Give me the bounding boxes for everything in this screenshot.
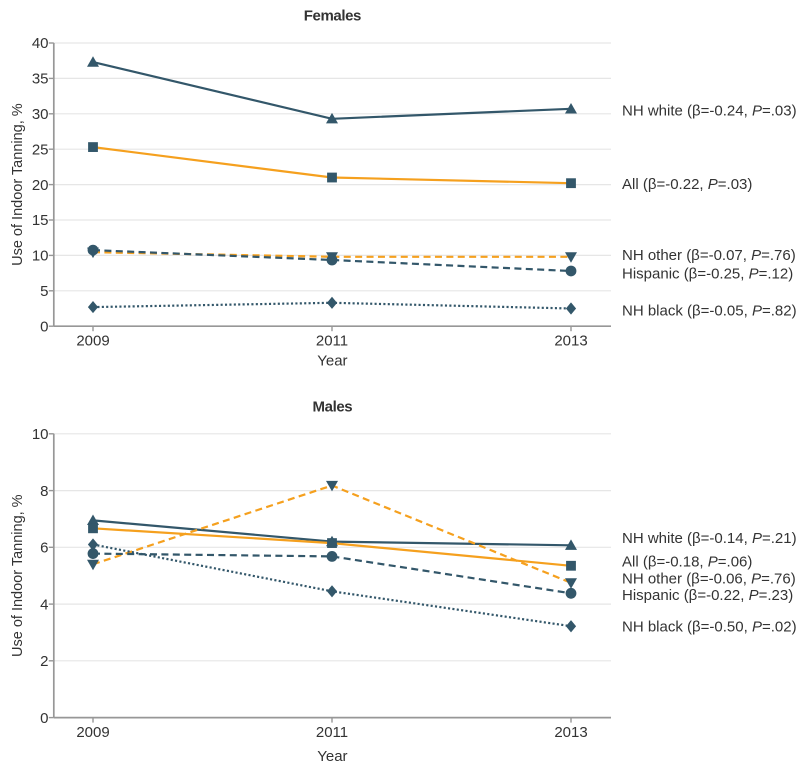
svg-text:Males: Males: [313, 399, 353, 416]
svg-text:30: 30: [32, 106, 49, 123]
svg-text:2013: 2013: [554, 724, 587, 741]
svg-text:2009: 2009: [76, 333, 109, 350]
svg-text:0: 0: [40, 710, 48, 727]
svg-text:25: 25: [32, 141, 49, 158]
svg-text:NH other (β=-0.06, P=.76): NH other (β=-0.06, P=.76): [622, 571, 796, 588]
svg-text:Use of Indoor Tanning, %: Use of Indoor Tanning, %: [10, 103, 26, 266]
svg-text:NH white (β=-0.24, P=.03): NH white (β=-0.24, P=.03): [622, 103, 797, 120]
svg-text:Hispanic (β=-0.22, P=.23): Hispanic (β=-0.22, P=.23): [622, 587, 793, 604]
svg-text:2011: 2011: [316, 333, 348, 350]
svg-text:All (β=-0.18, P=.06): All (β=-0.18, P=.06): [622, 554, 752, 571]
svg-text:Females: Females: [304, 8, 361, 25]
svg-text:6: 6: [40, 540, 48, 557]
svg-text:Year: Year: [317, 748, 347, 765]
svg-text:2013: 2013: [554, 333, 587, 350]
svg-text:8: 8: [40, 483, 48, 500]
svg-text:2009: 2009: [76, 724, 109, 741]
svg-text:0: 0: [40, 318, 48, 335]
svg-text:All (β=-0.22, P=.03): All (β=-0.22, P=.03): [622, 176, 752, 193]
svg-text:4: 4: [40, 596, 48, 613]
svg-text:10: 10: [32, 248, 49, 265]
svg-text:NH white (β=-0.14, P=.21): NH white (β=-0.14, P=.21): [622, 530, 797, 547]
svg-text:NH black (β=-0.50, P=.02): NH black (β=-0.50, P=.02): [622, 619, 797, 636]
svg-text:35: 35: [32, 71, 49, 88]
svg-text:Hispanic (β=-0.25, P=.12): Hispanic (β=-0.25, P=.12): [622, 266, 793, 283]
svg-text:5: 5: [40, 283, 48, 300]
svg-text:2011: 2011: [316, 724, 348, 741]
svg-text:NH other (β=-0.07, P=.76): NH other (β=-0.07, P=.76): [622, 247, 796, 264]
svg-text:15: 15: [32, 212, 49, 229]
svg-text:2: 2: [40, 653, 48, 670]
svg-text:Use of Indoor Tanning, %: Use of Indoor Tanning, %: [10, 494, 26, 657]
svg-text:NH black (β=-0.05, P=.82): NH black (β=-0.05, P=.82): [622, 303, 797, 320]
svg-text:10: 10: [32, 426, 49, 443]
svg-text:20: 20: [32, 177, 49, 194]
svg-text:Year: Year: [317, 353, 347, 370]
svg-text:40: 40: [32, 35, 49, 52]
